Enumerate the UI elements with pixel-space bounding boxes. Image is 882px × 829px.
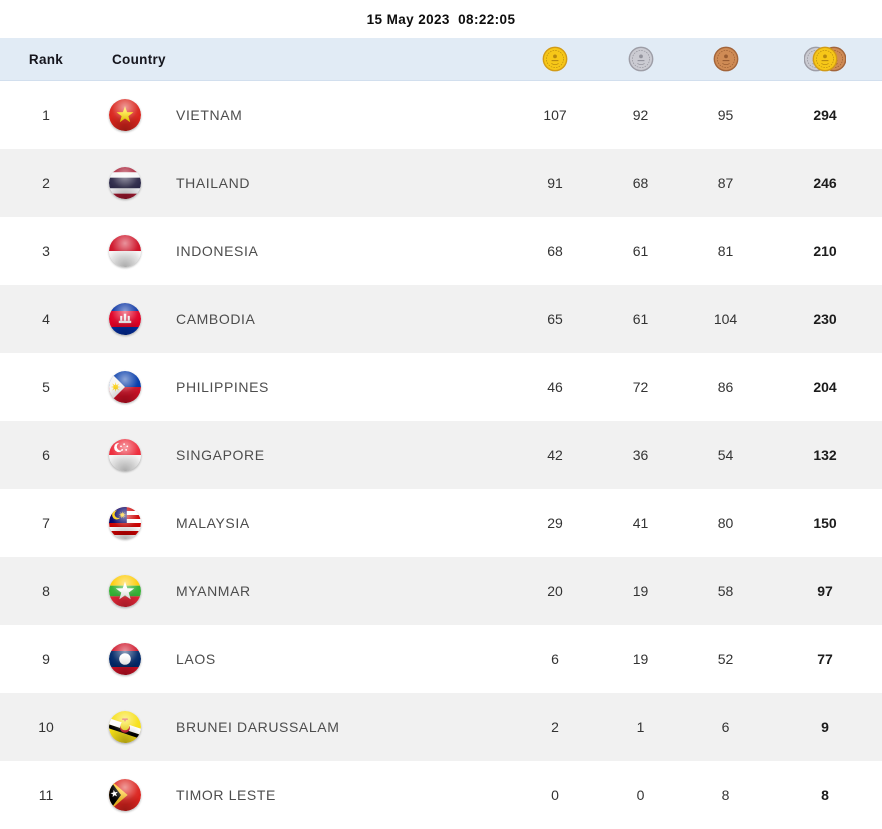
table-row: 3 INDONESIA 68 61 81 210 [0,217,882,285]
gold-count: 29 [547,515,563,531]
country-column-header: Country [112,51,166,67]
rank-cell: 2 [42,175,50,191]
country-flag-icon [92,303,141,335]
rank-cell: 3 [42,243,50,259]
country-name: PHILIPPINES [176,379,269,395]
country-name: MYANMAR [176,583,251,599]
country-name: INDONESIA [176,243,259,259]
timestamp: 15 May 2023 08:22:05 [366,11,516,27]
country-flag-icon [92,643,141,675]
bronze-count: 8 [721,787,730,803]
total-medals-icon [803,46,847,72]
silver-count: 1 [636,719,645,735]
total-count: 150 [813,515,837,531]
silver-count: 19 [632,583,649,599]
rank-cell: 4 [42,311,50,327]
table-row: 5 PHILIPPINES 46 72 86 204 [0,353,882,421]
country-flag-icon [92,779,141,811]
total-count: 8 [821,787,829,803]
table-row: 9 LAOS 6 19 52 77 [0,625,882,693]
rank-cell: 6 [42,447,50,463]
bronze-count: 86 [717,379,734,395]
country-flag-icon [92,99,141,131]
total-count: 230 [813,311,837,327]
silver-count: 72 [632,379,649,395]
table-header: Rank Country [0,38,882,81]
bronze-count: 81 [717,243,734,259]
gold-count: 2 [551,719,559,735]
total-count: 294 [813,107,837,123]
country-flag-icon [92,507,141,539]
gold-count: 6 [551,651,559,667]
rank-column-header: Rank [28,51,64,67]
table-row: 1 VIETNAM 107 92 95 294 [0,81,882,149]
country-name: BRUNEI DARUSSALAM [176,719,340,735]
table-row: 11 TIMOR LESTE 0 0 8 8 [0,761,882,829]
country-flag-icon [92,711,141,743]
silver-count: 19 [632,651,649,667]
rank-cell: 9 [42,651,50,667]
silver-medal-icon [628,46,654,72]
gold-count: 42 [547,447,563,463]
country-name: LAOS [176,651,216,667]
total-count: 97 [817,583,833,599]
silver-count: 0 [636,787,645,803]
rank-cell: 8 [42,583,50,599]
bronze-count: 95 [717,107,734,123]
country-name: TIMOR LESTE [176,787,276,803]
bronze-count: 54 [717,447,734,463]
table-row: 10 BRUNEI DARUSSALAM 2 1 6 9 [0,693,882,761]
rank-cell: 5 [42,379,50,395]
country-flag-icon [92,439,141,471]
bronze-medal-icon [713,46,739,72]
bronze-count: 52 [717,651,734,667]
country-name: MALAYSIA [176,515,250,531]
rank-cell: 1 [42,107,50,123]
bronze-count: 87 [717,175,734,191]
total-count: 210 [813,243,837,259]
silver-count: 61 [632,311,649,327]
country-flag-icon [92,167,141,199]
rank-cell: 11 [38,787,54,803]
country-name: THAILAND [176,175,251,191]
total-count: 9 [821,719,829,735]
silver-count: 61 [632,243,649,259]
gold-count: 0 [551,787,559,803]
table-row: 8 MYANMAR 20 19 58 97 [0,557,882,625]
total-count: 77 [817,651,833,667]
gold-count: 65 [547,311,563,327]
bronze-count: 104 [713,311,738,327]
gold-count: 68 [547,243,563,259]
country-flag-icon [92,575,141,607]
country-flag-icon [92,371,141,403]
country-name: SINGAPORE [176,447,265,463]
bronze-count: 6 [721,719,730,735]
table-row: 2 THAILAND 91 68 87 246 [0,149,882,217]
gold-count: 20 [547,583,563,599]
medal-table-body: 1 VIETNAM 107 92 95 294 2 THAILAND 91 68 87 246 3 IND… [0,81,882,829]
country-name: CAMBODIA [176,311,256,327]
gold-count: 91 [547,175,563,191]
total-count: 132 [813,447,837,463]
total-count: 246 [813,175,837,191]
gold-medal-icon [542,46,568,72]
table-row: 7 MALAYSIA 29 41 80 150 [0,489,882,557]
table-row: 6 SINGAPORE 42 36 54 132 [0,421,882,489]
country-name: VIETNAM [176,107,243,123]
country-flag-icon [92,235,141,267]
silver-count: 68 [632,175,649,191]
silver-count: 92 [632,107,649,123]
bronze-count: 80 [717,515,734,531]
rank-cell: 7 [42,515,50,531]
bronze-count: 58 [717,583,734,599]
total-count: 204 [813,379,837,395]
gold-count: 107 [543,107,567,123]
silver-count: 41 [632,515,649,531]
rank-cell: 10 [38,719,54,735]
gold-count: 46 [547,379,563,395]
silver-count: 36 [632,447,649,463]
table-row: 4 CAMBODIA 65 61 104 230 [0,285,882,353]
